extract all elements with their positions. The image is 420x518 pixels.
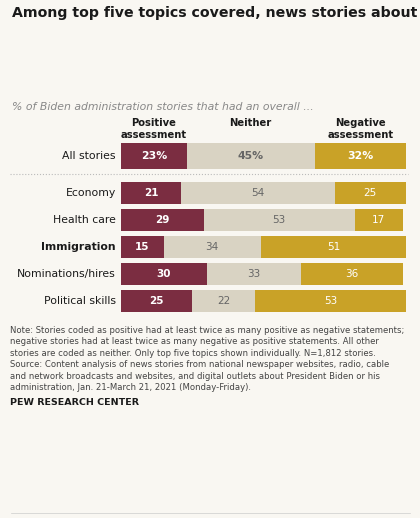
Text: 36: 36 [345, 269, 359, 279]
Text: 33: 33 [247, 269, 260, 279]
Text: 45%: 45% [238, 151, 264, 161]
Bar [186, 143, 315, 169]
Bar [192, 290, 255, 312]
Bar [121, 182, 181, 204]
Text: All stories: All stories [63, 151, 116, 161]
Text: 53: 53 [324, 296, 337, 306]
Text: 15: 15 [135, 242, 150, 252]
Text: 34: 34 [205, 242, 219, 252]
Bar [164, 236, 261, 258]
Bar [121, 236, 164, 258]
Text: Neither: Neither [230, 118, 272, 128]
Text: Political skills: Political skills [44, 296, 116, 306]
Text: Health care: Health care [53, 215, 116, 225]
Text: 25: 25 [364, 188, 377, 198]
Text: PEW RESEARCH CENTER: PEW RESEARCH CENTER [10, 398, 139, 407]
Text: 25: 25 [150, 296, 164, 306]
Text: Positive
assessment: Positive assessment [121, 118, 187, 139]
Text: Negative
assessment: Negative assessment [327, 118, 394, 139]
Text: 53: 53 [273, 215, 286, 225]
Bar [121, 143, 186, 169]
Text: 22: 22 [217, 296, 230, 306]
Bar [301, 263, 403, 285]
Bar [121, 290, 192, 312]
Bar [315, 143, 406, 169]
Text: 17: 17 [372, 215, 386, 225]
Text: 21: 21 [144, 188, 158, 198]
Text: 51: 51 [327, 242, 340, 252]
Text: 30: 30 [157, 269, 171, 279]
Text: Immigration: Immigration [42, 242, 116, 252]
Text: Among top five topics covered, news stories about immigration policy under Biden: Among top five topics covered, news stor… [12, 6, 420, 20]
Text: Note: Stories coded as positive had at least twice as many positive as negative : Note: Stories coded as positive had at l… [10, 326, 404, 392]
Text: 32%: 32% [347, 151, 373, 161]
Bar [335, 182, 406, 204]
Bar [181, 182, 335, 204]
Bar [121, 263, 207, 285]
Text: Nominations/hires: Nominations/hires [17, 269, 116, 279]
Text: 29: 29 [155, 215, 170, 225]
Bar [121, 209, 204, 231]
Bar [261, 236, 406, 258]
Bar [355, 209, 403, 231]
Text: % of Biden administration stories that had an overall ...: % of Biden administration stories that h… [12, 102, 314, 112]
Bar [255, 290, 406, 312]
Bar [207, 263, 301, 285]
Text: Economy: Economy [66, 188, 116, 198]
Text: 54: 54 [251, 188, 265, 198]
Text: 23%: 23% [141, 151, 167, 161]
Bar [204, 209, 355, 231]
